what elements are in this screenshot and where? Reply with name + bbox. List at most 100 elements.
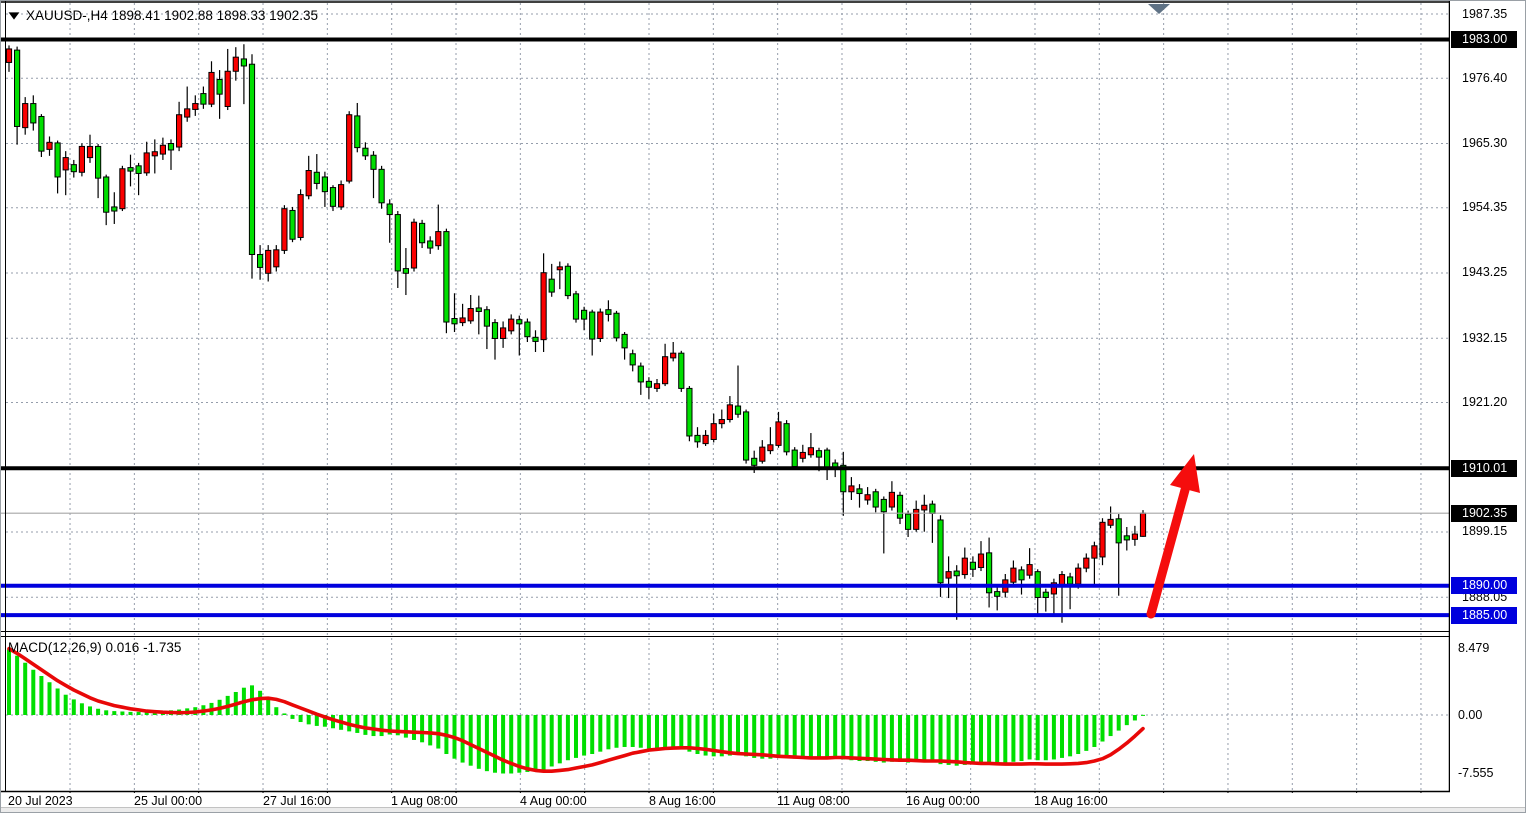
candle-bullish bbox=[799, 451, 806, 459]
macd-histogram-bar bbox=[1043, 715, 1048, 761]
candle-bullish bbox=[151, 151, 158, 157]
macd-histogram-bar bbox=[55, 688, 60, 715]
candle-bullish bbox=[848, 485, 855, 493]
candle-bearish bbox=[451, 318, 458, 325]
price-chart-plot[interactable] bbox=[1, 1, 1450, 793]
macd-histogram-bar bbox=[509, 715, 514, 774]
candle-bearish bbox=[354, 115, 361, 149]
macd-histogram-bar bbox=[744, 715, 749, 757]
macd-histogram-bar bbox=[533, 715, 538, 772]
time-axis[interactable]: 20 Jul 2023 25 Jul 00:00 27 Jul 16:00 1 Aug… bbox=[1, 793, 1450, 812]
macd-histogram-bar bbox=[679, 715, 684, 750]
macd-histogram-bar bbox=[63, 694, 68, 715]
macd-histogram-bar bbox=[1060, 715, 1064, 758]
macd-histogram-bar bbox=[120, 711, 125, 715]
macd-histogram-bar bbox=[128, 711, 133, 715]
candle-bearish bbox=[127, 167, 134, 172]
macd-histogram-bar bbox=[476, 715, 481, 769]
candle-bearish bbox=[135, 165, 142, 174]
macd-histogram-bar bbox=[395, 715, 400, 736]
candle-bearish bbox=[815, 450, 823, 458]
candle-bearish bbox=[564, 265, 571, 297]
candle-bearish bbox=[694, 434, 701, 443]
macd-histogram-bar bbox=[881, 715, 886, 763]
macd-histogram-bar bbox=[954, 715, 959, 766]
macd-histogram-bar bbox=[258, 690, 263, 715]
macd-histogram-bar bbox=[23, 662, 28, 715]
candle-bearish bbox=[386, 203, 393, 216]
candle-bearish bbox=[986, 552, 993, 594]
macd-histogram-bar bbox=[1035, 715, 1040, 761]
macd-histogram-bar bbox=[979, 715, 983, 764]
candle-bearish bbox=[240, 58, 248, 67]
candle-bullish bbox=[176, 114, 183, 148]
macd-histogram-bar bbox=[96, 708, 101, 715]
candle-bearish bbox=[548, 278, 555, 293]
candle-bearish bbox=[216, 78, 223, 95]
macd-histogram-bar bbox=[606, 715, 611, 750]
candle-bullish bbox=[913, 508, 920, 530]
candle-bearish bbox=[289, 209, 296, 240]
macd-histogram-bar bbox=[711, 715, 716, 757]
candle-bearish bbox=[313, 171, 320, 184]
candle-bearish bbox=[791, 449, 798, 468]
candle-bearish bbox=[491, 322, 499, 339]
chart-shift-marker-icon[interactable] bbox=[1148, 4, 1170, 14]
candle-bearish bbox=[257, 253, 264, 268]
candle-bullish bbox=[305, 170, 312, 197]
level-price-badge: 1983.00 bbox=[1451, 31, 1517, 49]
candle-bullish bbox=[1083, 557, 1090, 569]
candle-bullish bbox=[143, 152, 150, 174]
candle-bullish bbox=[508, 318, 515, 332]
candle-bullish bbox=[556, 266, 563, 271]
candle-bullish bbox=[224, 70, 231, 107]
price-axis-label: 1899.15 bbox=[1462, 524, 1508, 539]
candle-bearish bbox=[686, 387, 693, 437]
macd-histogram-bar bbox=[557, 715, 562, 764]
time-axis-label: 11 Aug 08:00 bbox=[777, 794, 850, 808]
candle-bearish bbox=[378, 168, 385, 204]
macd-histogram-bar bbox=[1068, 715, 1073, 757]
macd-histogram-bar bbox=[776, 715, 781, 758]
candle-bullish bbox=[662, 356, 669, 385]
macd-axis-label: -7.555 bbox=[1458, 766, 1494, 781]
trend-arrow-shaft[interactable] bbox=[1146, 485, 1190, 619]
candle-bullish bbox=[977, 553, 985, 569]
macd-histogram-bar bbox=[987, 715, 992, 765]
candle-bearish bbox=[572, 293, 580, 320]
macd-histogram-bar bbox=[31, 669, 36, 715]
candle-bearish bbox=[54, 142, 61, 178]
candle-bullish bbox=[435, 231, 442, 247]
macd-histogram-bar bbox=[88, 706, 92, 715]
candle-bearish bbox=[605, 309, 612, 315]
macd-histogram-bar bbox=[314, 715, 319, 726]
candle-bearish bbox=[329, 187, 337, 207]
macd-histogram-bar bbox=[898, 715, 902, 762]
price-axis-label: 1976.40 bbox=[1462, 70, 1508, 85]
candle-bearish bbox=[929, 503, 936, 514]
candle-bullish bbox=[5, 48, 13, 63]
macd-histogram-bar bbox=[970, 715, 975, 765]
macd-histogram-bar bbox=[841, 715, 846, 760]
candle-bullish bbox=[1091, 545, 1098, 559]
macd-histogram-bar bbox=[379, 715, 384, 737]
candle-bearish bbox=[475, 307, 482, 312]
macd-histogram-bar bbox=[930, 715, 935, 762]
candle-bearish bbox=[394, 214, 401, 272]
macd-histogram-bar bbox=[1084, 715, 1089, 751]
macd-histogram-bar bbox=[817, 715, 821, 758]
macd-histogram-bar bbox=[1019, 715, 1024, 762]
candle-bullish bbox=[281, 208, 288, 251]
trend-arrow-head[interactable] bbox=[1170, 454, 1200, 493]
macd-histogram-bar bbox=[1100, 715, 1105, 742]
macd-histogram-bar bbox=[574, 715, 578, 758]
macd-histogram-bar bbox=[808, 715, 813, 758]
candle-bullish bbox=[670, 352, 677, 359]
candle-bearish bbox=[95, 145, 102, 179]
candle-bearish bbox=[824, 449, 831, 470]
candle-bearish bbox=[103, 176, 110, 213]
candle-bullish bbox=[62, 157, 69, 171]
macd-histogram-bar bbox=[1141, 714, 1145, 716]
symbol-dropdown-icon[interactable] bbox=[8, 11, 20, 20]
time-axis-label: 16 Aug 00:00 bbox=[906, 794, 980, 808]
